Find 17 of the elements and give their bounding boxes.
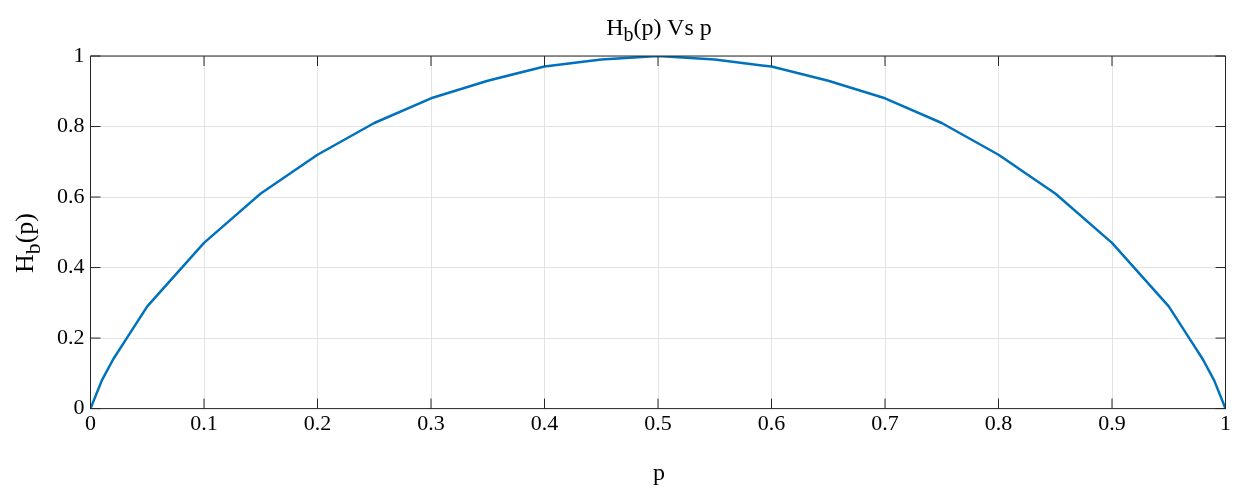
y-tick-label: 0.2 (57, 323, 85, 349)
y-tick-label: 1 (73, 41, 85, 67)
y-tick-label: 0.6 (57, 182, 85, 208)
x-tick-label: 0.1 (190, 409, 218, 435)
x-tick-label: 0.7 (871, 409, 899, 435)
chart-title: H$_{b}$(p) Vs p (605, 14, 713, 46)
x-tick-label: 0.3 (417, 409, 445, 435)
x-axis-title: p (652, 459, 666, 485)
x-tick-label: 0.6 (757, 409, 786, 435)
y-tick-label: 0.4 (57, 253, 85, 279)
x-tick-label: 0.2 (303, 409, 332, 435)
x-tick-label: 0.8 (984, 409, 1013, 435)
y-tick-label: 0.8 (57, 112, 85, 138)
x-tick-label: 0.9 (1098, 409, 1126, 435)
x-tick-label: 1 (1220, 409, 1231, 435)
x-tick-label: 0.5 (644, 409, 672, 435)
x-tick-label: 0.4 (530, 409, 559, 435)
